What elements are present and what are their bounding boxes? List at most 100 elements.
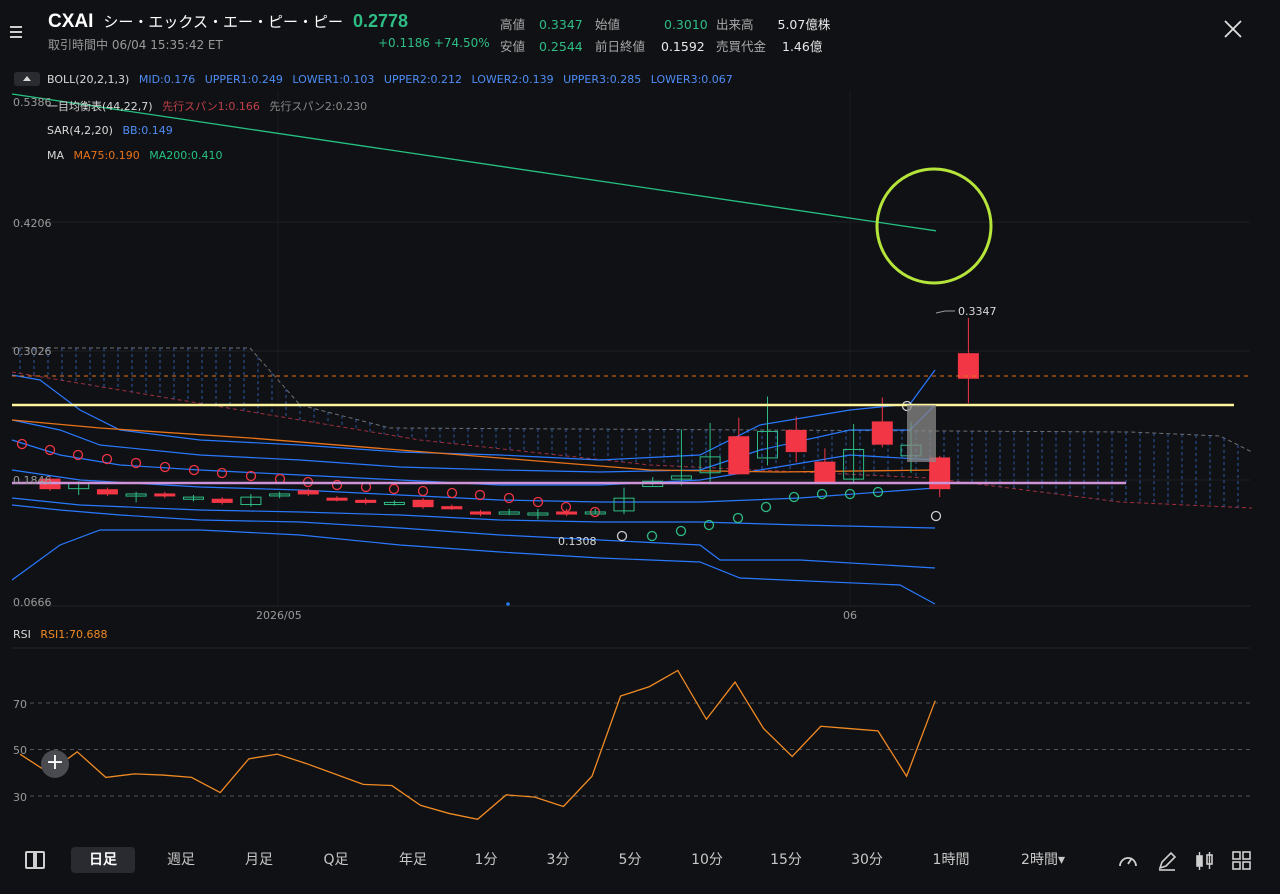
period-day[interactable]: 日足 (71, 847, 135, 873)
period-3min[interactable]: 3分 (546, 852, 570, 868)
candle-body (154, 493, 176, 497)
ichimoku-span1-line (11, 371, 1253, 509)
sar-dot (703, 519, 715, 531)
ichimoku-indicator[interactable]: 一目均衡表(44,22,7) 先行スパン1:0.166 先行スパン2:0.230 (47, 100, 368, 113)
period-month[interactable]: 月足 (245, 852, 273, 868)
close-icon[interactable] (1222, 18, 1244, 40)
candle-body (211, 498, 233, 503)
sar-dot (101, 453, 113, 465)
collapse-indicators-button[interactable] (14, 72, 40, 86)
stat-turnover: 売買代金 1.46億 (716, 39, 823, 54)
sar-dot (532, 496, 544, 508)
ticker-symbol: CXAI (48, 11, 94, 32)
sar-dot (417, 485, 429, 497)
sar-dot (816, 488, 828, 500)
company-name: シー・エックス・エー・ピー・ピー (103, 13, 343, 31)
candle-body (470, 511, 491, 515)
candle-body (613, 497, 635, 512)
rsi-indicator[interactable]: RSI RSI1:70.688 (13, 628, 108, 641)
period-5min[interactable]: 5分 (618, 852, 642, 868)
current-price: 0.2778 (352, 11, 409, 31)
boll-band-line (11, 504, 936, 569)
menu-icon[interactable] (10, 26, 30, 42)
candle-body (498, 511, 520, 515)
sar-dot (872, 486, 884, 498)
boll-band-line (11, 469, 936, 503)
date-axis-label: 2026/05 (256, 609, 302, 622)
speedometer-icon[interactable] (1117, 850, 1139, 872)
layout-toggle-icon[interactable] (25, 851, 45, 869)
sar-dot (159, 461, 171, 473)
sar-dot (474, 489, 486, 501)
ma200-line (11, 93, 937, 232)
sar-dot (188, 464, 200, 476)
high-marker-label: 0.3347 (958, 305, 997, 318)
stat-volume: 出来高 5.07億株 (716, 17, 831, 32)
add-indicator-button[interactable]: + (41, 750, 69, 778)
period-week[interactable]: 週足 (167, 852, 195, 868)
sar-dot (844, 488, 856, 500)
candle-body (728, 436, 750, 475)
candle-body (240, 496, 262, 506)
candle-body (326, 497, 348, 501)
price-axis-label: 0.3026 (13, 345, 52, 358)
sar-dot (503, 492, 515, 504)
sar-dot (216, 467, 228, 479)
period-15min[interactable]: 15分 (770, 852, 802, 868)
price-axis-label: 0.4206 (13, 217, 52, 230)
candle-body (383, 501, 405, 506)
candle-body (584, 511, 606, 515)
boll-band-line (11, 529, 936, 605)
gap-highlight (907, 405, 936, 462)
date-axis-label: 06 (843, 609, 857, 622)
period-quarter[interactable]: Q足 (323, 852, 349, 868)
period-30min[interactable]: 30分 (851, 852, 883, 868)
candle-body (814, 461, 836, 483)
grid-icon[interactable] (1231, 850, 1253, 872)
boll-band-line (11, 497, 936, 529)
stat-high: 高値 0.3347 (500, 17, 583, 32)
title-row: CXAI シー・エックス・エー・ピー・ピー 0.2778 (48, 11, 408, 33)
high-marker-leader (935, 310, 955, 314)
candle-body (527, 512, 549, 516)
candle-body (929, 457, 951, 490)
sar-dot (616, 530, 628, 542)
candle-body (96, 489, 118, 495)
ma-indicator[interactable]: MA MA75:0.190 MA200:0.410 (47, 149, 223, 162)
period-1hour[interactable]: 1時間 (932, 852, 970, 868)
price-change: +0.1186 +74.50% (378, 36, 490, 50)
period-year[interactable]: 年足 (399, 852, 427, 868)
stat-low: 安値 0.2544 (500, 39, 583, 54)
period-2hour[interactable]: 2時間▾ (1021, 852, 1065, 868)
candle-body (957, 353, 979, 379)
boll-indicator[interactable]: BOLL(20,2,1,3) MID:0.176 UPPER1:0.249 LO… (47, 73, 733, 86)
candle-body (269, 493, 291, 497)
period-10min[interactable]: 10分 (691, 852, 723, 868)
sar-dot (130, 457, 142, 469)
price-axis-label: 0.1846 (13, 474, 52, 487)
candle-body (441, 506, 463, 510)
candle-body (355, 499, 377, 503)
sar-dot (760, 501, 772, 513)
period-1min[interactable]: 1分 (474, 852, 498, 868)
stat-prev-close: 前日終値 0.1592 (595, 39, 705, 54)
sar-dot (245, 470, 257, 482)
sar-dot (44, 444, 56, 456)
boll-band-line (11, 404, 936, 473)
pencil-icon[interactable] (1156, 850, 1178, 872)
sar-dot (331, 479, 343, 491)
price-axis-label: 0.5386 (13, 96, 52, 109)
candle-body (125, 493, 147, 497)
sar-dot (732, 512, 744, 524)
candlestick-icon[interactable] (1194, 850, 1216, 872)
candle-body (757, 430, 778, 459)
rsi-line (19, 669, 936, 820)
candle-body (412, 499, 434, 508)
rsi-axis-label: 30 (13, 791, 27, 804)
sar-indicator[interactable]: SAR(4,2,20) BB:0.149 (47, 124, 173, 137)
sar-dot (560, 501, 572, 513)
sar-dot (930, 510, 942, 522)
candle-body (556, 511, 578, 515)
candle-body (670, 475, 692, 480)
